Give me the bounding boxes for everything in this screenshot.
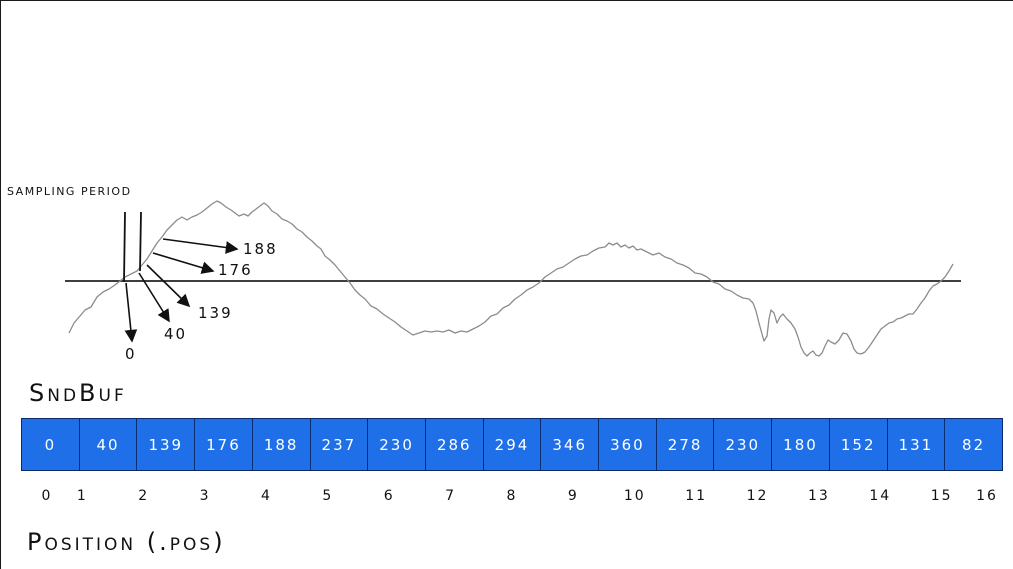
position-index: 4 <box>261 488 272 504</box>
label-176: 176 <box>218 261 253 279</box>
arrow-40 <box>138 272 170 323</box>
label-139: 139 <box>198 304 233 322</box>
position-index-row: 0 1 2 3 4 5 6 7 8 9 10 11 12 13 14 15 16 <box>21 488 1003 508</box>
waveform-line <box>68 200 954 357</box>
label-188: 188 <box>243 240 278 258</box>
arrow-139 <box>146 264 191 308</box>
position-index: 5 <box>322 488 334 504</box>
position-index: 7 <box>445 488 457 504</box>
buffer-cell: 176 <box>195 419 253 470</box>
buffer-row: 0 40 139 176 188 237 230 286 294 346 360 278 230 180 1… <box>21 418 1003 471</box>
position-index: 12 <box>746 488 769 504</box>
position-index: 16 <box>976 488 998 504</box>
buffer-cell: 40 <box>79 419 138 470</box>
buffer-cell: 230 <box>714 419 773 470</box>
arrow-0 <box>124 282 138 343</box>
buffer-cell: 82 <box>945 419 1002 470</box>
buffer-cell: 230 <box>368 419 426 470</box>
position-index: 2 <box>138 488 150 504</box>
label-40: 40 <box>164 325 187 343</box>
buffer-cell: 278 <box>656 419 715 470</box>
position-index: 1 <box>76 488 88 504</box>
label-0: 0 <box>125 345 137 363</box>
arrow-176 <box>152 252 215 274</box>
buffer-cell: 360 <box>599 419 657 470</box>
position-index: 11 <box>685 488 708 504</box>
position-title: Position (.pos) <box>27 528 226 556</box>
sampling-line-right <box>139 211 142 272</box>
position-index: 6 <box>383 488 395 504</box>
buffer-cell: 139 <box>137 419 196 470</box>
sampling-period-label: SAMPLING PERIOD <box>7 185 132 198</box>
sampling-line-left <box>123 211 126 283</box>
position-index: 13 <box>807 488 830 504</box>
buffer-cell: 0 <box>22 419 80 470</box>
position-index: 9 <box>567 488 579 504</box>
buffer-cell: 188 <box>252 419 311 470</box>
position-index: 14 <box>869 488 892 504</box>
buffer-cell: 346 <box>541 419 600 470</box>
position-index: 8 <box>506 488 518 504</box>
buffer-cell: 131 <box>887 419 946 470</box>
buffer-cell: 286 <box>425 419 484 470</box>
buffer-cell: 180 <box>772 419 830 470</box>
position-index: 3 <box>199 488 211 504</box>
position-index: 10 <box>623 488 646 504</box>
position-index: 0 <box>41 488 53 504</box>
buffer-cell: 152 <box>829 419 888 470</box>
sndbuf-title: SndBuf <box>29 379 127 407</box>
position-index: 15 <box>930 488 953 504</box>
arrow-188 <box>162 238 239 254</box>
buffer-cell: 237 <box>310 419 369 470</box>
buffer-cell: 294 <box>483 419 542 470</box>
